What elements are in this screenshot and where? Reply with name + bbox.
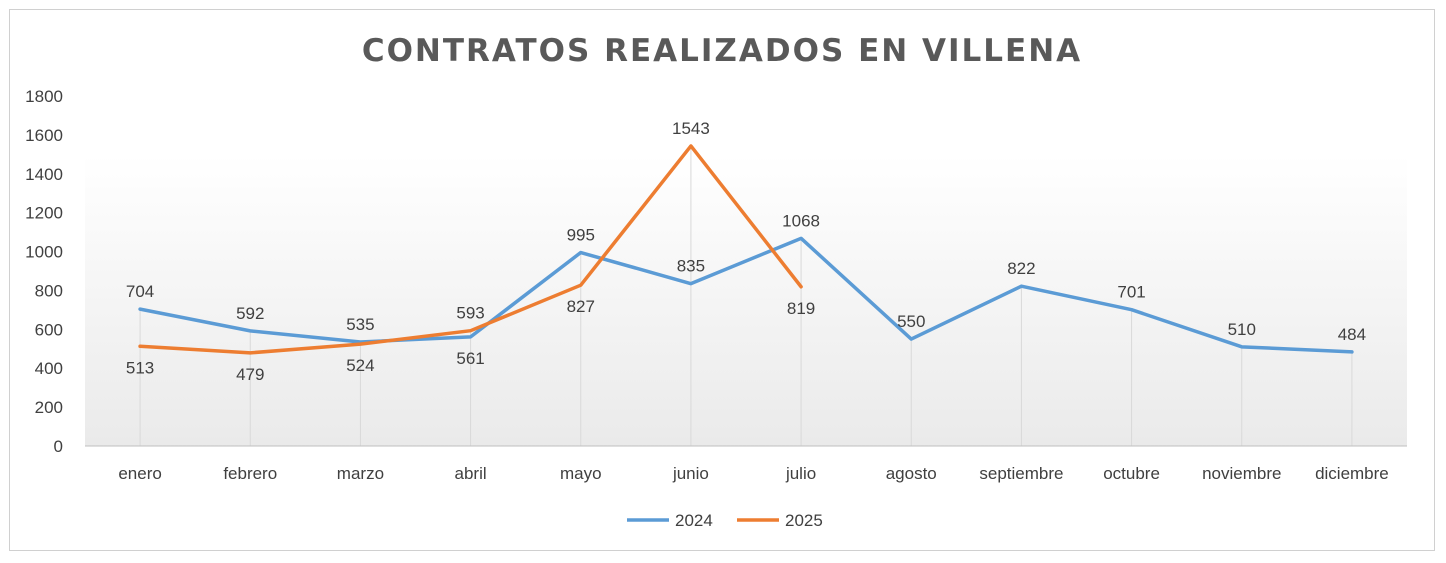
x-tick-label: julio bbox=[785, 464, 816, 483]
data-label-2024: 704 bbox=[126, 282, 154, 301]
y-tick-label: 600 bbox=[35, 320, 63, 339]
y-tick-label: 1400 bbox=[25, 165, 63, 184]
x-tick-label: junio bbox=[672, 464, 709, 483]
y-tick-label: 800 bbox=[35, 281, 63, 300]
data-label-2024: 822 bbox=[1007, 259, 1035, 278]
y-tick-label: 1200 bbox=[25, 204, 63, 223]
x-tick-label: octubre bbox=[1103, 464, 1160, 483]
x-tick-label: agosto bbox=[886, 464, 937, 483]
x-tick-label: septiembre bbox=[979, 464, 1063, 483]
legend-label-2025: 2025 bbox=[785, 511, 823, 530]
x-tick-label: marzo bbox=[337, 464, 384, 483]
x-tick-label: diciembre bbox=[1315, 464, 1389, 483]
x-axis: enero febrero marzo abril mayo junio julio agos… bbox=[118, 464, 1388, 483]
x-tick-label: enero bbox=[118, 464, 161, 483]
data-label-2025: 819 bbox=[787, 299, 815, 318]
data-label-2024: 701 bbox=[1117, 283, 1145, 302]
series-line-2025 bbox=[138, 144, 803, 355]
line-chart: CONTRATOS REALIZADOS EN VILLENA 0 200 400 6… bbox=[25, 33, 1407, 530]
series-line-2024 bbox=[138, 236, 1354, 354]
data-label-2024: 484 bbox=[1338, 325, 1366, 344]
data-label-2024: 1068 bbox=[782, 211, 820, 230]
y-tick-label: 400 bbox=[35, 359, 63, 378]
y-tick-label: 0 bbox=[54, 437, 63, 456]
data-label-2024: 592 bbox=[236, 304, 264, 323]
data-label-2024: 510 bbox=[1228, 320, 1256, 339]
y-tick-label: 1000 bbox=[25, 243, 63, 262]
legend: 2024 2025 bbox=[627, 511, 823, 530]
drop-lines bbox=[139, 145, 1353, 446]
data-label-2024: 561 bbox=[456, 349, 484, 368]
series-group bbox=[138, 144, 1354, 355]
legend-label-2024: 2024 bbox=[675, 511, 713, 530]
chart-frame: CONTRATOS REALIZADOS EN VILLENA 0 200 400 6… bbox=[9, 9, 1435, 551]
x-tick-label: mayo bbox=[560, 464, 602, 483]
plot-area bbox=[85, 154, 1407, 447]
data-label-2024: 995 bbox=[567, 226, 595, 245]
data-label-2024: 535 bbox=[346, 315, 374, 334]
chart-title: CONTRATOS REALIZADOS EN VILLENA bbox=[362, 33, 1082, 69]
data-label-2025: 593 bbox=[456, 304, 484, 323]
x-tick-label: febrero bbox=[223, 464, 277, 483]
y-tick-label: 200 bbox=[35, 398, 63, 417]
data-label-2025: 1543 bbox=[672, 119, 710, 138]
data-label-2025: 479 bbox=[236, 365, 264, 384]
y-tick-label: 1600 bbox=[25, 126, 63, 145]
data-label-2024: 835 bbox=[677, 257, 705, 276]
data-labels: 704 592 535 561 995 835 1068 550 822 701 510 484 513… bbox=[126, 119, 1366, 384]
data-label-2025: 827 bbox=[567, 297, 595, 316]
y-tick-label: 1800 bbox=[25, 87, 63, 106]
data-label-2024: 550 bbox=[897, 312, 925, 331]
data-label-2025: 524 bbox=[346, 356, 374, 375]
x-tick-label: noviembre bbox=[1202, 464, 1281, 483]
data-label-2025: 513 bbox=[126, 358, 154, 377]
x-tick-label: abril bbox=[455, 464, 487, 483]
y-axis: 0 200 400 600 800 1000 1200 1400 1600 1800 bbox=[25, 87, 63, 456]
